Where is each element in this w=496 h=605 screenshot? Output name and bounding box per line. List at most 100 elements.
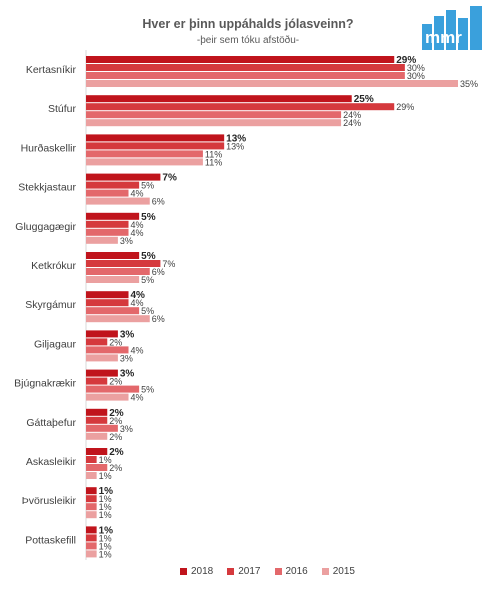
data-label: 1% [99, 486, 114, 497]
bar-2018 [86, 487, 97, 495]
data-label: 25% [354, 94, 374, 105]
data-label: 4% [131, 290, 146, 301]
bar-2017 [86, 416, 108, 424]
legend-swatch [274, 568, 282, 575]
bar-2018 [86, 291, 129, 299]
data-label: 4% [131, 298, 144, 308]
bar-2016 [86, 385, 140, 393]
category-label: Gáttaþefur [26, 417, 76, 429]
legend-label: 2015 [332, 566, 355, 577]
bar-chart: Kertasníkir29%30%30%35%Stúfur25%29%24%24… [14, 50, 478, 560]
category-label: Kertasníkir [26, 64, 77, 76]
data-label: 3% [120, 353, 133, 363]
bar-2018 [86, 56, 395, 63]
bar-2016 [86, 228, 129, 236]
bar-2015 [86, 80, 458, 87]
data-label: 5% [141, 251, 156, 262]
bar-2016 [86, 542, 97, 550]
data-label: 4% [131, 189, 144, 199]
bar-2015 [86, 158, 203, 166]
data-label: 1% [99, 502, 112, 512]
category-label: Ketkrókur [31, 260, 76, 272]
bar-2017 [86, 495, 97, 503]
bar-2016 [86, 111, 342, 119]
legend-swatch [227, 568, 235, 575]
bar-2018 [86, 408, 108, 416]
data-label: 3% [120, 236, 133, 246]
data-label: 4% [131, 220, 144, 230]
bar-2017 [86, 299, 129, 307]
bar-2016 [86, 424, 118, 432]
category-label: Stekkjastaur [18, 182, 76, 194]
data-label: 2% [109, 463, 122, 473]
data-label: 6% [152, 197, 165, 207]
data-label: 2% [109, 447, 124, 458]
data-label: 2% [109, 416, 122, 426]
bar-2017 [86, 377, 108, 385]
bar-2016 [86, 72, 405, 79]
bar-2015 [86, 236, 118, 244]
bar-2015 [86, 393, 129, 401]
bar-2016 [86, 346, 129, 354]
data-label: 30% [407, 63, 425, 73]
data-label: 1% [99, 533, 112, 543]
data-label: 1% [99, 471, 112, 481]
legend-label: 2016 [285, 566, 308, 577]
data-label: 29% [396, 55, 416, 66]
mmr-logo: mmr [422, 6, 482, 50]
data-label: 3% [120, 329, 135, 340]
bar-2016 [86, 503, 97, 511]
data-label: 1% [99, 549, 112, 559]
chart-title: Hver er þinn uppáhalds jólasveinn? [142, 17, 354, 31]
bar-2015 [86, 315, 150, 323]
data-label: 13% [226, 133, 246, 144]
data-label: 5% [141, 385, 154, 395]
data-label: 1% [99, 455, 112, 465]
data-label: 24% [343, 110, 361, 120]
bar-2017 [86, 103, 395, 111]
bar-2015 [86, 276, 140, 283]
bar-2017 [86, 338, 108, 346]
legend-item-2016: 2016 [274, 566, 308, 577]
bar-2018 [86, 369, 118, 377]
bar-2016 [86, 307, 140, 315]
bar-2018 [86, 95, 352, 103]
bar-2017 [86, 534, 97, 542]
bar-2015 [86, 197, 150, 205]
data-label: 5% [141, 275, 154, 285]
bar-2018 [86, 448, 108, 455]
category-label: Askasleikir [26, 456, 77, 468]
legend-item-2015: 2015 [321, 566, 355, 577]
bar-2018 [86, 212, 140, 220]
data-label: 1% [99, 525, 114, 536]
bar-2016 [86, 464, 108, 471]
data-label: 2% [109, 408, 124, 419]
bar-2018 [86, 330, 118, 338]
data-label: 30% [407, 71, 425, 81]
data-label: 35% [460, 79, 478, 89]
data-label: 4% [131, 345, 144, 355]
data-label: 11% [205, 157, 222, 167]
bar-2017 [86, 456, 97, 463]
data-label: 13% [226, 141, 244, 151]
data-label: 7% [162, 259, 175, 269]
bar-2015 [86, 119, 342, 127]
bar-2018 [86, 526, 97, 534]
category-label: Þvörusleikir [22, 495, 77, 507]
legend-swatch [321, 568, 329, 575]
bar-2016 [86, 189, 129, 197]
bar-2017 [86, 64, 405, 71]
data-label: 5% [141, 306, 154, 316]
data-label: 11% [205, 149, 222, 159]
data-label: 5% [141, 181, 154, 191]
bar-2015 [86, 472, 97, 479]
data-label: 5% [141, 212, 156, 223]
category-label: Gluggagægir [15, 221, 76, 233]
category-label: Pottaskefill [25, 534, 76, 546]
legend: 2018 2017 2016 2015 [180, 566, 355, 577]
category-label: Stúfur [48, 103, 77, 115]
bar-2015 [86, 432, 108, 440]
category-label: Hurðaskellir [21, 142, 77, 154]
data-label: 7% [162, 173, 177, 184]
bar-2017 [86, 181, 140, 189]
